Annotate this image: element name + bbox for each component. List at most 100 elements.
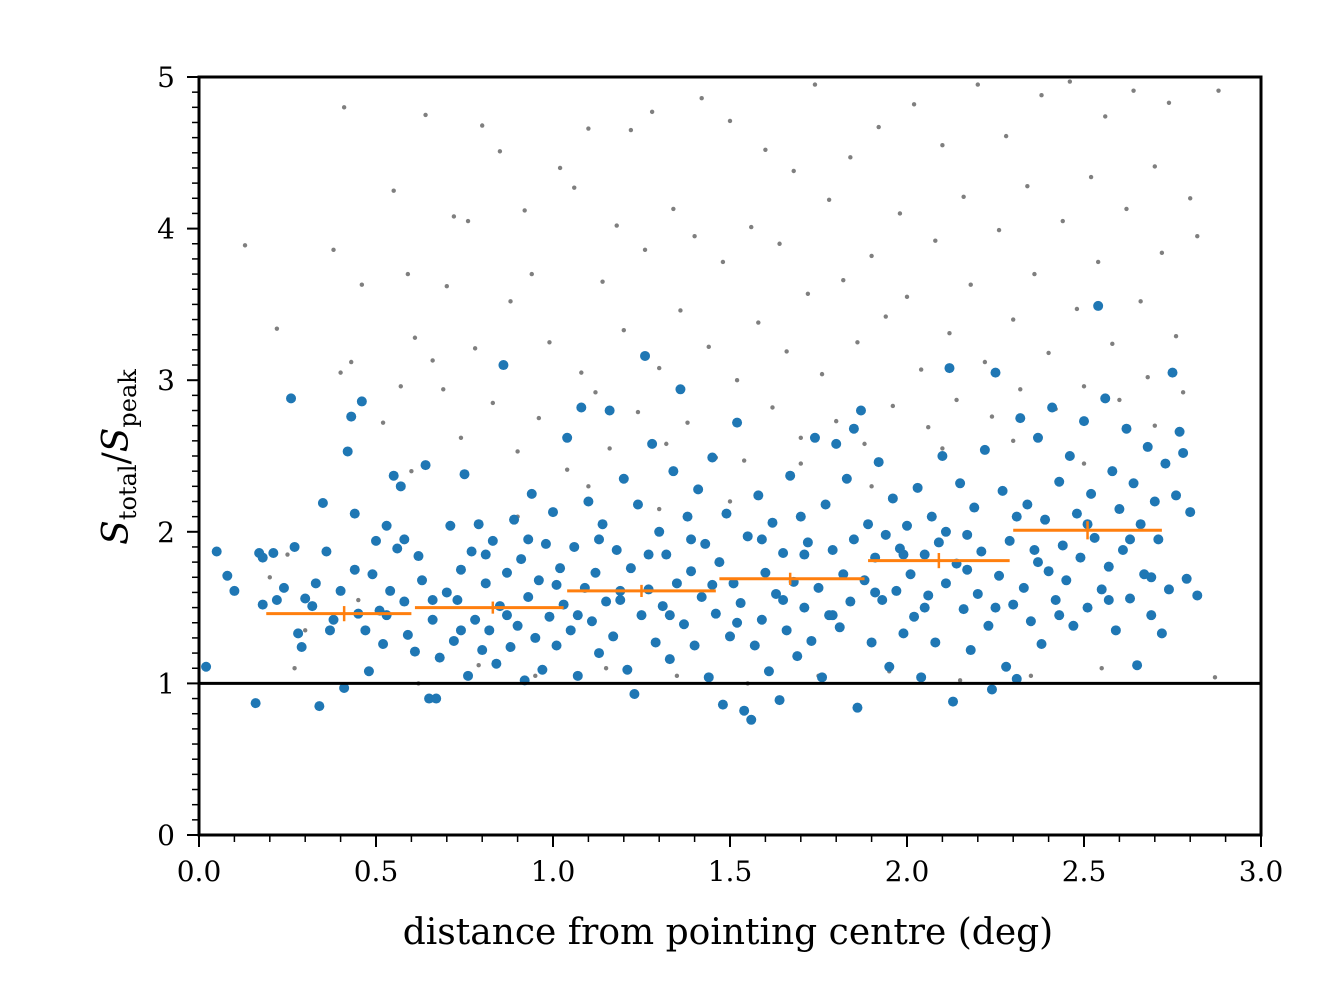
grey-point: [579, 370, 584, 375]
blue-point: [356, 396, 367, 407]
grey-point: [890, 403, 896, 409]
blue-series: [201, 300, 1203, 725]
blue-point: [459, 469, 470, 480]
blue-point: [647, 438, 658, 449]
grey-point: [982, 359, 988, 365]
blue-point: [346, 411, 357, 422]
blue-point: [700, 538, 711, 549]
blue-point: [1149, 496, 1160, 507]
blue-point: [586, 616, 597, 627]
blue-point: [1068, 620, 1079, 631]
blue-point: [271, 595, 282, 606]
blue-point: [848, 423, 859, 434]
x-tick-label: 1.0: [531, 855, 576, 888]
blue-point: [590, 567, 601, 578]
blue-point: [855, 405, 866, 416]
blue-point: [615, 595, 626, 606]
blue-point: [625, 563, 636, 574]
blue-point: [1174, 426, 1185, 437]
grey-point: [756, 320, 761, 325]
blue-point: [926, 511, 937, 522]
blue-point: [576, 402, 587, 413]
blue-point: [976, 546, 987, 557]
grey-point: [1152, 423, 1158, 428]
blue-point: [817, 672, 828, 683]
blue-point: [1146, 572, 1157, 583]
blue-point: [930, 637, 941, 648]
binned-means: [266, 521, 1162, 622]
grey-point: [692, 233, 697, 239]
blue-point: [671, 578, 682, 589]
blue-point: [1178, 447, 1189, 458]
blue-point: [1114, 504, 1125, 515]
blue-point: [746, 714, 757, 725]
grey-point: [674, 673, 680, 679]
grey-point: [657, 365, 662, 371]
blue-point: [310, 578, 321, 589]
blue-point: [898, 549, 909, 560]
grey-point: [242, 243, 248, 248]
blue-point: [643, 584, 654, 595]
blue-point: [594, 648, 605, 659]
grey-point: [359, 282, 365, 287]
plot-frame: [197, 75, 1263, 837]
blue-point: [863, 519, 874, 530]
blue-point: [905, 569, 916, 580]
blue-point: [516, 554, 527, 565]
blue-point: [530, 632, 541, 643]
blue-point: [919, 602, 930, 613]
blue-point: [742, 531, 753, 542]
grey-point: [1216, 88, 1221, 93]
blue-point: [997, 485, 1008, 496]
blue-point: [360, 625, 371, 636]
blue-point: [494, 601, 505, 612]
blue-point: [1001, 661, 1012, 672]
blue-point: [986, 684, 997, 695]
blue-point: [378, 638, 389, 649]
grey-point: [784, 349, 789, 354]
blue-point: [735, 598, 746, 609]
blue-point: [1096, 584, 1107, 595]
blue-point: [466, 546, 477, 557]
grey-point: [1018, 387, 1023, 392]
grey-point: [1145, 374, 1150, 380]
grey-point: [1188, 196, 1193, 201]
blue-point: [1156, 628, 1167, 639]
grey-point: [1032, 271, 1037, 277]
blue-point: [739, 705, 750, 716]
blue-point: [618, 473, 629, 484]
blue-point: [827, 610, 838, 621]
blue-point: [717, 699, 728, 710]
blue-point: [501, 567, 512, 578]
grey-point: [1103, 114, 1108, 119]
grey-point: [458, 435, 464, 441]
grey-point: [940, 143, 945, 148]
grey-point: [685, 420, 690, 425]
blue-point: [335, 585, 346, 596]
blue-point: [682, 511, 693, 522]
grey-series: [242, 79, 1221, 686]
blue-point: [778, 548, 789, 559]
blue-point: [838, 569, 849, 580]
blue-point: [583, 496, 594, 507]
grey-point: [848, 155, 853, 160]
blue-point: [222, 570, 233, 581]
blue-point: [827, 544, 838, 555]
blue-point: [526, 488, 537, 499]
blue-point: [866, 637, 877, 648]
blue-point: [799, 549, 810, 560]
blue-point: [601, 596, 612, 607]
grey-point: [285, 552, 290, 557]
blue-point: [540, 538, 551, 549]
blue-point: [349, 508, 360, 519]
blue-point: [809, 432, 820, 443]
grey-point: [635, 409, 641, 415]
blue-point: [512, 620, 523, 631]
blue-point: [923, 590, 934, 601]
grey-point: [1081, 461, 1087, 466]
blue-point: [1032, 432, 1043, 443]
blue-point: [1061, 575, 1072, 586]
grey-point: [791, 168, 796, 174]
y-tick-label: 4: [157, 213, 175, 246]
blue-point: [1117, 544, 1128, 555]
